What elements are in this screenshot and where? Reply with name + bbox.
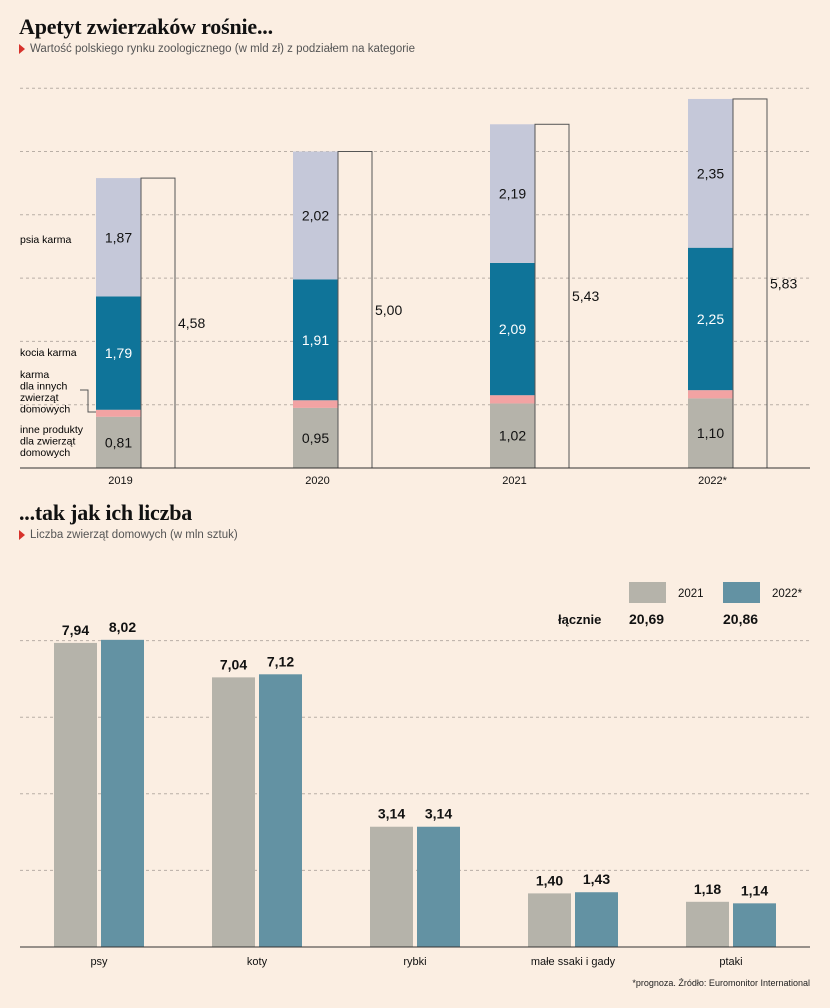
series-label-inne-produkty: inne produkty	[20, 424, 84, 436]
x-tick-label: 2020	[305, 475, 329, 487]
data-label: 2,09	[499, 321, 526, 337]
data-label: 3,14	[378, 806, 405, 822]
data-label: 7,04	[220, 656, 247, 672]
x-tick-label: ptaki	[719, 956, 742, 968]
x-tick-label: rybki	[403, 956, 426, 968]
chart2-title: ...tak jak ich liczba	[19, 500, 193, 525]
total-outline	[732, 98, 768, 469]
bar	[733, 903, 776, 947]
bar	[686, 901, 729, 947]
bar-segment	[96, 416, 141, 468]
x-tick-label: koty	[247, 956, 268, 968]
bar-segment	[96, 296, 141, 410]
bar	[259, 674, 302, 947]
data-label: 1,02	[499, 428, 526, 444]
series-label-psia: psia karma	[20, 234, 72, 246]
data-label: 3,14	[425, 806, 452, 822]
data-label: 1,18	[694, 881, 721, 897]
data-label: 1,10	[697, 425, 724, 441]
leader-line	[80, 389, 96, 413]
total-outline	[140, 177, 176, 469]
x-tick-label: 2022*	[698, 475, 727, 487]
data-label: 1,79	[105, 345, 132, 361]
total-label: 5,83	[770, 275, 797, 291]
bar-segment	[293, 279, 338, 401]
data-label: 1,43	[583, 871, 610, 887]
data-label: 1,91	[302, 332, 329, 348]
stacked-bar-chart: 0,810,111,791,874,5820190,950,121,912,02…	[20, 87, 810, 487]
bar	[528, 893, 571, 947]
data-label: 2,19	[499, 186, 526, 202]
series-label-inne-produkty: domowych	[20, 447, 70, 459]
bar-segment	[293, 151, 338, 280]
bar-segment	[490, 403, 535, 468]
data-label: 0,81	[105, 434, 132, 450]
data-label: 2,35	[697, 165, 724, 181]
total-label: 4,58	[178, 315, 205, 331]
bar-segment	[688, 398, 733, 468]
bar-segment	[490, 262, 535, 396]
series-label-karma-inne: domowych	[20, 404, 70, 416]
bar	[417, 826, 460, 947]
series-label-karma-inne: dla innych	[20, 381, 67, 393]
data-label: 8,02	[109, 619, 136, 635]
data-label: 2,02	[302, 207, 329, 223]
totals-label: łącznie	[558, 612, 601, 627]
bar-segment	[293, 400, 338, 408]
total-label: 5,00	[375, 302, 402, 318]
legend-label: 2021	[678, 588, 704, 600]
total-label: 5,43	[572, 288, 599, 304]
bar-segment	[96, 178, 141, 297]
legend-swatch	[629, 582, 666, 603]
bar-segment	[688, 390, 733, 399]
bar-segment	[96, 409, 141, 417]
legend-swatch	[723, 582, 760, 603]
data-label: 1,40	[536, 872, 563, 888]
chart2-subtitle: Liczba zwierząt domowych (w mln sztuk)	[19, 529, 238, 541]
data-label: 1,87	[105, 229, 132, 245]
data-label: 1,14	[741, 882, 768, 898]
bar	[212, 677, 255, 947]
x-tick-label: 2019	[108, 475, 132, 487]
bar-segment	[688, 98, 733, 248]
x-tick-label: małe ssaki i gady	[531, 956, 616, 968]
chart1-title: Apetyt zwierzaków rośnie...	[19, 14, 273, 39]
chart1-subtitle-text: Wartość polskiego rynku zoologicznego (w…	[30, 43, 415, 55]
x-tick-label: 2021	[502, 475, 526, 487]
data-label: 0,95	[302, 430, 329, 446]
total-value: 20,69	[629, 611, 664, 627]
legend-label: 2022*	[772, 588, 803, 600]
red-triangle-icon	[19, 530, 25, 540]
bar	[370, 826, 413, 947]
bar-segment	[293, 407, 338, 468]
bar	[101, 639, 144, 947]
series-label-karma-inne: karma	[20, 369, 49, 381]
total-value: 20,86	[723, 611, 758, 627]
red-triangle-icon	[19, 44, 25, 54]
total-outline	[337, 151, 373, 469]
series-label-karma-inne: zwierząt	[20, 392, 59, 404]
chart1-subtitle: Wartość polskiego rynku zoologicznego (w…	[19, 43, 415, 55]
series-label-kocia: kocia karma	[20, 347, 77, 359]
bar	[54, 642, 97, 947]
data-label: 7,12	[267, 653, 294, 669]
bar-segment	[688, 247, 733, 391]
bar-segment	[490, 124, 535, 263]
bar	[575, 892, 618, 947]
total-outline	[534, 123, 570, 469]
x-tick-label: psy	[90, 956, 108, 968]
data-label: 2,25	[697, 311, 724, 327]
chart2-subtitle-text: Liczba zwierząt domowych (w mln sztuk)	[30, 529, 238, 541]
series-label-inne-produkty: dla zwierząt	[20, 436, 76, 448]
bar-segment	[490, 395, 535, 404]
source-note: *prognoza. Źródło: Euromonitor Internati…	[632, 978, 810, 988]
data-label: 7,94	[62, 622, 89, 638]
